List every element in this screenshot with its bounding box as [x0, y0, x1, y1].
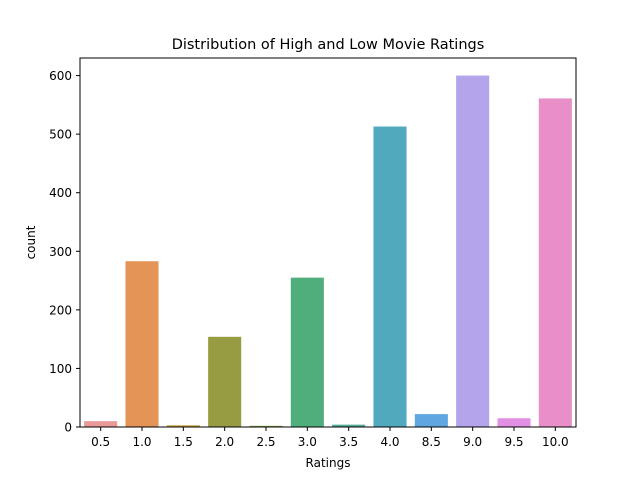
- bar-9.5: [497, 418, 531, 427]
- x-tick-label: 1.0: [132, 435, 151, 449]
- y-tick-label: 500: [49, 128, 72, 142]
- bar-2.5: [249, 425, 283, 427]
- y-tick-label: 600: [49, 69, 72, 83]
- bar-3.0: [290, 277, 324, 427]
- y-tick-label: 0: [64, 421, 72, 435]
- bars: [84, 75, 572, 428]
- x-tick-label: 1.5: [174, 435, 193, 449]
- chart-title: Distribution of High and Low Movie Ratin…: [172, 37, 485, 53]
- x-tick-label: 10.0: [542, 435, 569, 449]
- x-tick-label: 2.5: [256, 435, 275, 449]
- y-tick-label: 300: [49, 245, 72, 259]
- bar-9.0: [456, 75, 490, 428]
- bar-8.5: [414, 414, 448, 427]
- x-tick-label: 2.0: [215, 435, 234, 449]
- x-tick-label: 3.0: [298, 435, 317, 449]
- y-axis-ticks: 0 100 200 300 400 500 600: [49, 69, 80, 435]
- x-tick-label: 0.5: [91, 435, 110, 449]
- y-tick-label: 100: [49, 362, 72, 376]
- y-tick-label: 400: [49, 186, 72, 200]
- plot-frame: [79, 57, 577, 428]
- y-tick-label: 200: [49, 303, 72, 317]
- x-tick-label: 9.5: [504, 435, 523, 449]
- x-tick-label: 9.0: [463, 435, 482, 449]
- bar-3.5: [332, 424, 366, 427]
- bar-1.5: [166, 425, 200, 427]
- bar-2.0: [208, 336, 242, 427]
- bar-1.0: [125, 261, 159, 427]
- x-axis-label: Ratings: [306, 456, 351, 470]
- x-tick-label: 8.5: [422, 435, 441, 449]
- x-tick-label: 4.0: [380, 435, 399, 449]
- bar-4.0: [373, 126, 407, 428]
- bar-0.5: [84, 421, 118, 427]
- bar-10.0: [538, 98, 572, 428]
- x-axis-ticks: 0.5 1.0 1.5 2.0 2.5 3.0 3.5 4.0 8.5 9.0 9.5 10.0: [91, 427, 569, 449]
- x-tick-label: 3.5: [339, 435, 358, 449]
- y-axis-label: count: [24, 225, 38, 259]
